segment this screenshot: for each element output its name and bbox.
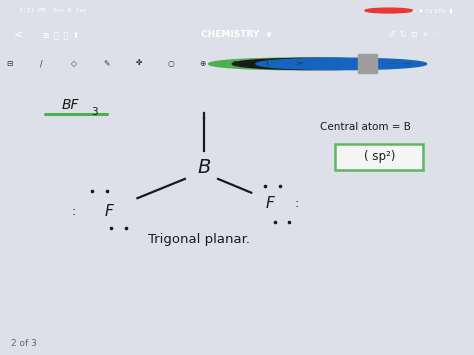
Text: ◇: ◇: [71, 59, 77, 69]
Text: ✤: ✤: [135, 59, 142, 69]
Text: CHEMISTRY  ∨: CHEMISTRY ∨: [201, 30, 273, 39]
Text: F: F: [105, 204, 113, 219]
Text: T: T: [265, 59, 270, 69]
FancyBboxPatch shape: [358, 54, 377, 73]
Text: 1:31 PM  Sun 9 Jan: 1:31 PM Sun 9 Jan: [19, 8, 86, 13]
Text: BF: BF: [62, 98, 79, 111]
Text: ✂: ✂: [296, 59, 303, 69]
Text: :: :: [72, 206, 75, 218]
Text: <: <: [14, 29, 24, 39]
Circle shape: [256, 58, 427, 70]
Circle shape: [232, 58, 403, 70]
Circle shape: [209, 58, 379, 70]
Text: /: /: [40, 59, 43, 69]
Text: ✎: ✎: [103, 59, 109, 69]
Text: :: :: [294, 197, 298, 210]
Text: ≈ ♦ Ca 93%  ▮: ≈ ♦ Ca 93% ▮: [412, 8, 453, 13]
Text: ⊡: ⊡: [232, 59, 238, 69]
Text: Trigonal planar.: Trigonal planar.: [148, 233, 250, 246]
Text: 3: 3: [91, 106, 98, 116]
Text: F: F: [266, 196, 274, 211]
Text: ○: ○: [167, 59, 174, 69]
Text: ( sp²): ( sp²): [364, 151, 395, 163]
Text: B: B: [197, 158, 210, 178]
FancyBboxPatch shape: [336, 144, 423, 170]
Text: ⊟: ⊟: [6, 59, 13, 69]
Text: ⊞  🔍  🔖  ⬆: ⊞ 🔍 🔖 ⬆: [43, 30, 79, 39]
Text: ⊕: ⊕: [200, 59, 206, 69]
Text: —   —: — —: [389, 59, 411, 69]
Text: 2 of 3: 2 of 3: [11, 339, 36, 349]
Circle shape: [365, 8, 412, 13]
Text: · · ·: · · ·: [231, 7, 243, 13]
Text: ↺  ↻  ⊡  ✕  ···: ↺ ↻ ⊡ ✕ ···: [389, 30, 440, 39]
Text: Central atom = B: Central atom = B: [319, 122, 410, 132]
